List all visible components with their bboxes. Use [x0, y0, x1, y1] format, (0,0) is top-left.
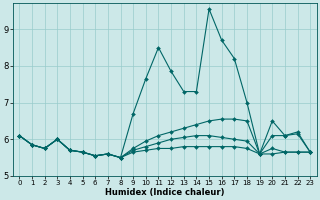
- X-axis label: Humidex (Indice chaleur): Humidex (Indice chaleur): [105, 188, 225, 197]
